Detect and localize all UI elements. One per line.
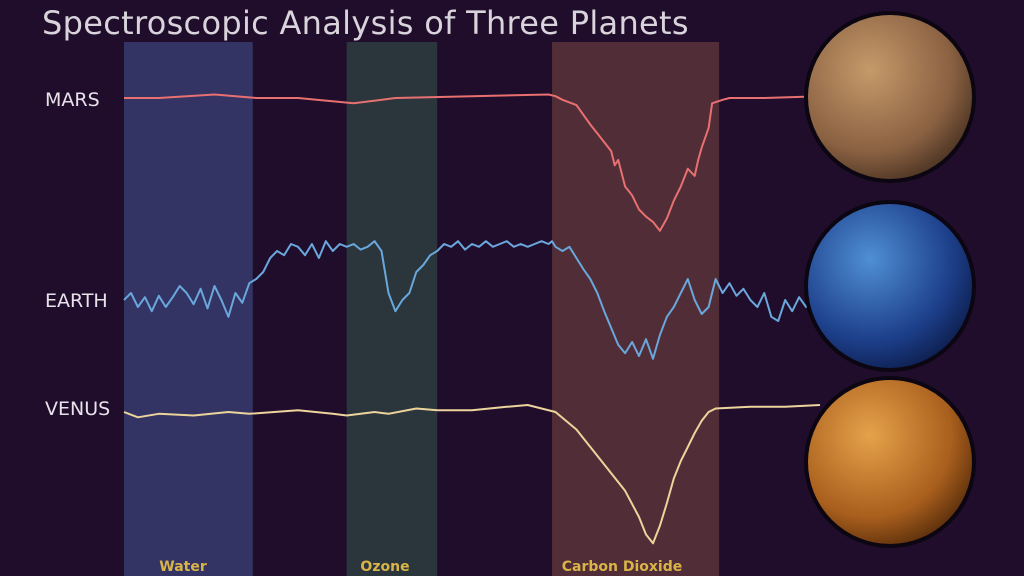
band-water (124, 42, 253, 576)
absorption-bands (124, 42, 720, 576)
earth-label: EARTH (45, 290, 108, 312)
band-carbon-dioxide (552, 42, 720, 576)
chart-title: Spectroscopic Analysis of Three Planets (42, 4, 689, 42)
ozone-band-label: Ozone (360, 559, 410, 575)
venus-label: VENUS (45, 398, 111, 420)
earth-image (804, 200, 976, 372)
spectra-lines (123, 93, 821, 545)
earth-spectrum-line (123, 240, 821, 360)
venus-image (804, 376, 976, 548)
carbon-dioxide-band-label: Carbon Dioxide (561, 559, 683, 575)
mars-image (804, 11, 976, 183)
mars-label: MARS (45, 89, 100, 111)
mars-spectrum-line (124, 93, 821, 232)
band-ozone (346, 42, 438, 576)
venus-spectrum-line (123, 404, 821, 545)
water-band-label: Water (159, 559, 207, 575)
planet-images (804, 11, 976, 548)
